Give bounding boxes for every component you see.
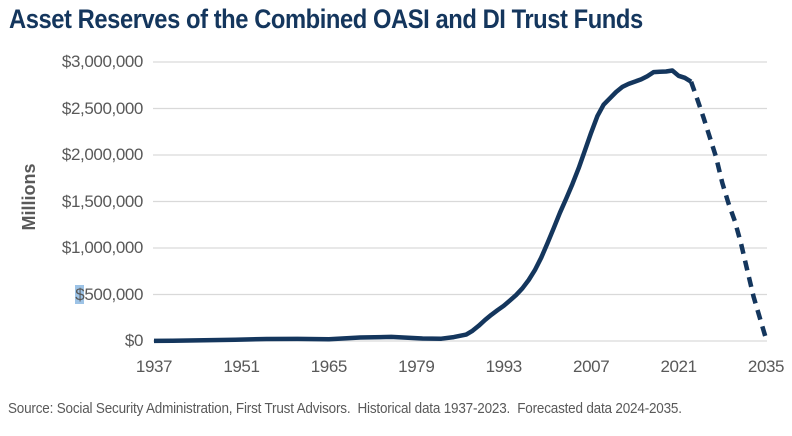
x-axis-tick-label: 2021 xyxy=(660,357,697,376)
x-axis-tick-label: 1965 xyxy=(310,357,348,376)
x-axis-tick-label: 1937 xyxy=(135,357,173,376)
y-axis-title: Millions xyxy=(19,163,39,231)
y-axis-tick-label: $1,000,000 xyxy=(61,238,143,257)
x-axis-tick-label: 1979 xyxy=(398,357,435,376)
y-axis-tick-label: $2,500,000 xyxy=(61,98,143,118)
x-axis-tick-label: 1993 xyxy=(485,357,523,376)
x-axis-tick-label: 2035 xyxy=(747,357,785,376)
chart-title: Asset Reserves of the Combined OASI and … xyxy=(9,4,643,34)
highlighted-dollar-sign: $ xyxy=(75,284,85,304)
x-axis-tick-label: 1951 xyxy=(223,357,260,376)
source-note: Source: Social Security Administration, … xyxy=(8,401,682,417)
y-axis-tick-label: $0 xyxy=(124,331,144,350)
y-axis-tick-label: $3,000,000 xyxy=(61,52,143,71)
y-axis-tick-label: $2,000,000 xyxy=(61,145,143,164)
forecast-line-dashed xyxy=(688,80,769,340)
y-axis-tick-label: $500,000 xyxy=(75,284,143,304)
y-axis-tick-label: $1,500,000 xyxy=(61,191,143,211)
historical-line-solid xyxy=(153,68,693,344)
x-axis-tick-label: 2007 xyxy=(573,357,610,376)
